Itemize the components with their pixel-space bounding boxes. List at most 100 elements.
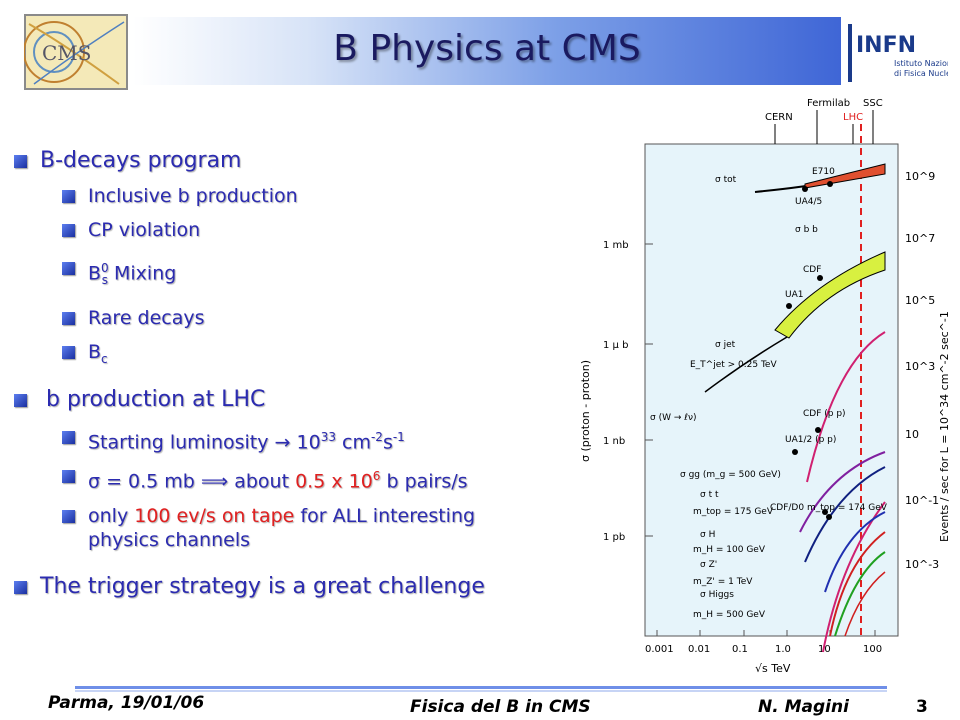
chart-annotation: σ b b [795, 225, 818, 235]
sigma-z-curve [834, 551, 886, 637]
sigma-h-curve [829, 531, 886, 637]
chart-annotation: σ H [700, 530, 715, 540]
title-bar [133, 17, 841, 85]
y-right-tick-label: 10^5 [905, 294, 935, 307]
y-left-tick-label: 1 pb [603, 532, 625, 543]
all-interesting-text: for ALL interesting [294, 504, 476, 527]
b-sub: s [101, 273, 108, 288]
y-left-tick-label: 1 μ b [603, 340, 628, 351]
top-label: LHC [843, 112, 863, 123]
infn-logo-sub1: Istituto Nazionale [894, 59, 948, 68]
bullet-square-icon [62, 346, 75, 360]
chart-annotation: CDF [803, 265, 821, 275]
y-right-tick-label: 10^-1 [905, 494, 939, 507]
chart-annotation: σ jet [715, 340, 736, 350]
sub-bullet-text: Inclusive b production [88, 185, 298, 207]
data-point [792, 449, 798, 455]
y-right-tick-label: 10^7 [905, 232, 935, 245]
chart-annotation: m_Z' = 1 TeV [693, 577, 753, 587]
sub-bullet-rare: Rare decays [62, 306, 574, 330]
top-label: CERN [765, 112, 793, 123]
pairs-value: 0.5 x 10 [295, 470, 373, 493]
sub-bullet-inclusive: Inclusive b production [62, 184, 574, 208]
chart-annotation: CDF (p p) [803, 409, 846, 419]
sigma-gg-curve [822, 501, 886, 653]
sub-bullet-text: Rare decays [88, 307, 205, 330]
bc-sub: c [101, 351, 108, 366]
sub-bullet-bc: Bc [62, 340, 574, 371]
sigma-eq: = 0.5 mb [100, 470, 201, 493]
sub-bullet-text: B [88, 341, 102, 364]
lum-exp: 33 [320, 429, 336, 444]
sigma-higgs-curve [844, 571, 886, 637]
b-sup: 0 [101, 261, 109, 275]
page-title: B Physics at CMS [333, 28, 641, 69]
chart-annotation: E_T^jet > 0.25 TeV [690, 360, 777, 370]
y-left-tick-label: 1 nb [603, 436, 625, 447]
chart-annotation: UA4/5 [795, 197, 822, 207]
footer-place-date: Parma, 19/01/06 [48, 693, 205, 713]
about-text: about [228, 470, 296, 493]
lum-unit-cm: cm [335, 431, 371, 454]
data-point [802, 186, 808, 192]
x-tick-label: 0.01 [688, 644, 710, 655]
bullet-square-icon [62, 470, 75, 484]
bullet-text: b production at LHC [46, 386, 266, 412]
implies-arrow-icon: ⟹ [200, 470, 229, 493]
footer-line-light [75, 690, 887, 692]
bullet-text: The trigger strategy is a great challeng… [40, 573, 485, 599]
plot-area [644, 143, 899, 637]
sub-bullet-luminosity: Starting luminosity → 1033 cm-2s-1 [62, 425, 574, 454]
cms-logo-text: CMS [42, 41, 91, 65]
pairs-unit: b pairs/s [380, 470, 468, 493]
chart-annotation: m_H = 100 GeV [693, 545, 766, 555]
chart-annotation: m_H = 500 GeV [693, 610, 766, 620]
bullet-square-icon [62, 262, 75, 275]
lum-unit-cm-exp: -2 [370, 429, 383, 444]
data-point [815, 427, 821, 433]
x-tick-label: 0.1 [732, 644, 748, 655]
x-tick-label: 1.0 [775, 644, 791, 655]
chart-annotation: E710 [812, 167, 835, 177]
bullet-list: B-decays program Inclusive b production … [14, 148, 574, 610]
sub-bullet-cp: CP violation [62, 218, 574, 242]
chart-annotation: σ Higgs [700, 590, 734, 600]
bullet-square-icon [14, 393, 27, 407]
chart-annotation: σ tot [715, 175, 737, 185]
bullet-b-production: b production at LHC [14, 387, 574, 413]
top-label: Fermilab [807, 98, 850, 109]
data-point [827, 181, 833, 187]
sub-bullet-mixing: B0s Mixing [62, 256, 574, 292]
chart-annotation: σ Z' [700, 560, 717, 570]
sub-bullet-text: Mixing [114, 262, 177, 285]
data-point [817, 275, 823, 281]
sigma-tt-curve [824, 511, 886, 593]
y-right-tick-label: 10^9 [905, 170, 935, 183]
data-point [826, 514, 832, 520]
footer-page: 3 [916, 697, 928, 717]
chart-annotation: σ gg (m_g = 500 GeV) [680, 470, 781, 480]
y-right-tick-label: 10^-3 [905, 558, 939, 571]
bullet-b-decays: B-decays program [14, 148, 574, 174]
sub-bullet-text: CP violation [88, 219, 201, 241]
pairs-exp: 6 [372, 469, 381, 484]
sub-bullet-sigma: σ = 0.5 mb ⟹ about 0.5 x 106 b pairs/s [62, 464, 574, 493]
tape-text: 100 ev/s on tape [134, 504, 295, 527]
bullet-text: B-decays program [40, 148, 242, 173]
sigma-symbol: σ [88, 470, 101, 493]
bullet-square-icon [62, 190, 75, 203]
chart-annotation: σ (W → ℓν) [650, 413, 697, 423]
bullet-square-icon [62, 224, 75, 237]
bullet-square-icon [14, 580, 27, 594]
y-right-tick-label: 10^3 [905, 360, 935, 373]
chart-annotation: m_top = 175 GeV [693, 507, 774, 517]
sub-bullet-tape: only 100 ev/s on tape for ALL interestin… [62, 504, 574, 552]
physics-channels-text: physics channels [88, 528, 250, 551]
b-symbol: B [88, 262, 102, 285]
chart-annotation: UA1/2 (p p) [785, 435, 836, 445]
footer-author: N. Magini [758, 697, 849, 717]
bullet-trigger: The trigger strategy is a great challeng… [14, 574, 574, 600]
sigma-w-curve2 [804, 466, 886, 563]
chart-annotation: UA1 [785, 290, 803, 300]
